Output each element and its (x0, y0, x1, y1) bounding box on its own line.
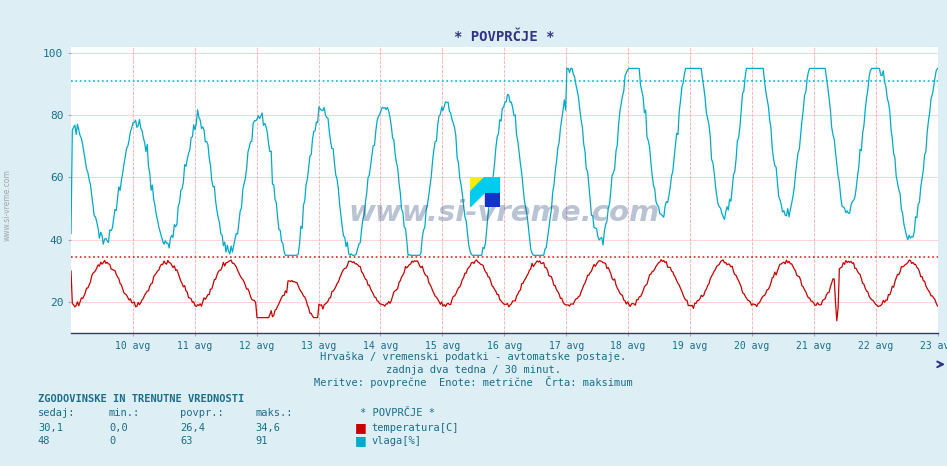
Text: www.si-vreme.com: www.si-vreme.com (3, 169, 12, 241)
Text: 91: 91 (256, 436, 268, 445)
Text: vlaga[%]: vlaga[%] (371, 436, 421, 445)
Bar (485, 192, 500, 207)
Polygon shape (470, 177, 500, 207)
Text: 0: 0 (109, 436, 116, 445)
Text: 30,1: 30,1 (38, 423, 63, 433)
Text: ZGODOVINSKE IN TRENUTNE VREDNOSTI: ZGODOVINSKE IN TRENUTNE VREDNOSTI (38, 394, 244, 404)
Text: maks.:: maks.: (256, 408, 294, 418)
Text: temperatura[C]: temperatura[C] (371, 423, 458, 433)
Text: zadnja dva tedna / 30 minut.: zadnja dva tedna / 30 minut. (386, 365, 561, 375)
Bar (470, 177, 485, 192)
Text: povpr.:: povpr.: (180, 408, 223, 418)
Text: ■: ■ (355, 434, 366, 446)
Text: 26,4: 26,4 (180, 423, 205, 433)
Text: 0,0: 0,0 (109, 423, 128, 433)
Text: 63: 63 (180, 436, 192, 445)
Text: Meritve: povprečne  Enote: metrične  Črta: maksimum: Meritve: povprečne Enote: metrične Črta:… (314, 376, 633, 388)
Text: 34,6: 34,6 (256, 423, 280, 433)
Text: Hrvaška / vremenski podatki - avtomatske postaje.: Hrvaška / vremenski podatki - avtomatske… (320, 351, 627, 362)
Text: sedaj:: sedaj: (38, 408, 76, 418)
Text: * POVPRČJE *: * POVPRČJE * (360, 408, 435, 418)
Title: * POVPRČJE *: * POVPRČJE * (454, 30, 555, 44)
Text: min.:: min.: (109, 408, 140, 418)
Text: www.si-vreme.com: www.si-vreme.com (348, 199, 660, 227)
Text: 48: 48 (38, 436, 50, 445)
Text: ■: ■ (355, 421, 366, 434)
